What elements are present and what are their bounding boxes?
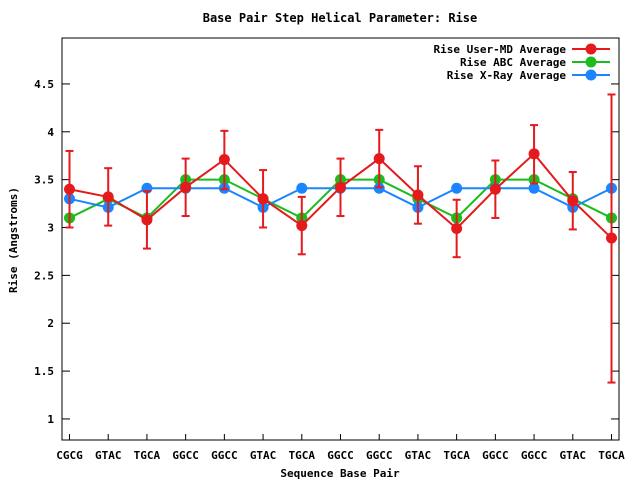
y-tick-label: 4.5 <box>34 78 54 91</box>
x-tick-label: TGCA <box>598 449 625 462</box>
legend-marker <box>585 69 597 81</box>
x-tick-label: GGCC <box>211 449 238 462</box>
y-tick-label: 2 <box>47 317 54 330</box>
series-layer <box>64 93 617 384</box>
plot-frame <box>61 37 620 441</box>
x-tick-label: GTAC <box>405 449 432 462</box>
y-tick-label: 3.5 <box>34 174 54 187</box>
x-tick-label: CGCG <box>56 449 83 462</box>
legend-label: Rise X-Ray Average <box>447 69 567 82</box>
data-point <box>64 183 75 195</box>
y-tick-label: 2.5 <box>34 269 54 282</box>
data-point <box>567 195 579 207</box>
legend-label: Rise User-MD Average <box>434 43 567 56</box>
data-point <box>102 191 114 203</box>
x-tick-label: TGCA <box>443 449 470 462</box>
x-axis-label: Sequence Base Pair <box>280 467 400 480</box>
legend-marker <box>585 56 597 68</box>
x-tick-label: GTAC <box>95 449 122 462</box>
data-point <box>528 148 540 160</box>
y-axis-label: Rise (Angstroms) <box>7 187 20 293</box>
x-tick-label: GGCC <box>327 449 354 462</box>
data-point <box>218 154 230 166</box>
x-axis-ticks: CGCG GTAC TGCA GGCC GGCC GTAC TGCA GGCC GGCC GTAC… <box>56 434 625 462</box>
legend-marker <box>585 43 597 55</box>
y-tick-label: 1 <box>47 413 54 426</box>
data-point <box>606 232 617 244</box>
data-point <box>451 182 463 194</box>
y-tick-label: 1.5 <box>34 365 54 378</box>
data-point <box>335 181 346 193</box>
x-tick-label: TGCA <box>289 449 316 462</box>
data-point <box>373 153 385 165</box>
data-point <box>528 182 540 194</box>
data-point <box>296 220 308 232</box>
chart-title: Base Pair Step Helical Parameter: Rise <box>203 11 478 25</box>
x-tick-label: GTAC <box>250 449 277 462</box>
x-tick-label: GGCC <box>521 449 548 462</box>
x-tick-label: GGCC <box>172 449 199 462</box>
data-point <box>141 214 153 226</box>
data-point <box>180 181 192 193</box>
y-tick-label: 3 <box>47 222 54 235</box>
x-tick-label: TGCA <box>134 449 161 462</box>
y-axis-ticks: 1 1.5 2 2.5 3 3.5 4 4.5 <box>34 78 619 426</box>
data-point <box>489 183 501 195</box>
data-point <box>257 193 269 205</box>
y-tick-label: 4 <box>47 126 54 139</box>
x-tick-label: GTAC <box>560 449 587 462</box>
x-tick-label: GGCC <box>366 449 393 462</box>
legend-label: Rise ABC Average <box>460 56 566 69</box>
data-point <box>296 182 308 194</box>
data-point <box>451 222 463 234</box>
data-point <box>412 189 424 201</box>
x-tick-label: GGCC <box>482 449 509 462</box>
series-group <box>64 93 617 384</box>
